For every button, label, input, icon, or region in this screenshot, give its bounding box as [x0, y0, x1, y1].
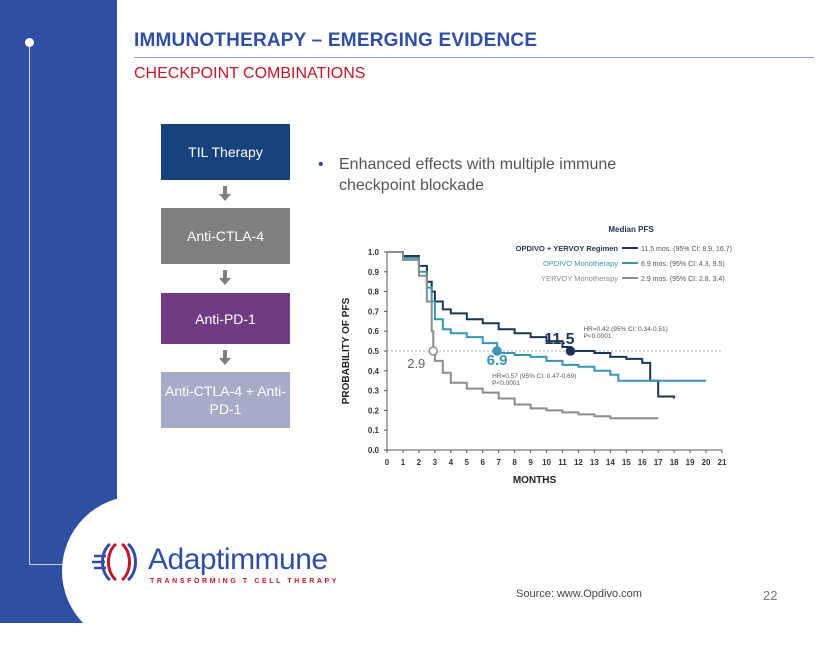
sidebar-horizontal-line [29, 564, 89, 565]
legend-title: Median PFS [608, 225, 654, 234]
x-tick-label: 3 [433, 458, 438, 467]
y-tick-label: 0.2 [368, 406, 380, 415]
y-tick-label: 0.6 [368, 327, 380, 336]
chart-annotation: HR=0.42 (95% CI: 0.34-0.51) [583, 326, 667, 333]
y-tick-label: 0.1 [368, 426, 380, 435]
chart-axes: 0.00.10.20.30.40.50.60.70.80.91.00 1 2 3 4 5 6… [341, 248, 727, 486]
median-marker-2 [492, 346, 502, 356]
logo-wordmark: Adaptimmune [148, 543, 328, 576]
bullet-dot-icon: • [318, 156, 324, 173]
flow-step-anti-ctla4: Anti-CTLA-4 [161, 208, 290, 264]
chart-annotation: P<0.0001 [583, 333, 611, 340]
sidebar-vertical-line [29, 42, 30, 564]
x-tick-label: 7 [496, 458, 501, 467]
page-number: 22 [763, 588, 778, 603]
logo-backdrop [62, 496, 212, 646]
legend-value: 2.9 mos. (95% CI: 2.8, 3.4) [641, 276, 725, 283]
y-tick-label: 0.8 [368, 288, 380, 297]
pfs-chart: Median PFS OPDIVO + YERVOY Regimen 11.5 mo… [341, 225, 732, 486]
y-axis-label: PROBABILITY OF PFS [341, 297, 352, 404]
sidebar-dot [25, 38, 34, 47]
y-tick-label: 0.3 [368, 387, 380, 396]
x-tick-label: 2 [417, 458, 422, 467]
median-marker-3 [428, 346, 439, 356]
x-tick-label: 12 [574, 458, 583, 467]
median-marker-1 [565, 346, 576, 356]
x-tick-label: 19 [686, 458, 695, 467]
y-tick-label: 0.5 [368, 347, 380, 356]
x-tick-label: 11 [558, 458, 567, 467]
x-tick-label: 6 [480, 458, 485, 467]
x-tick-label: 15 [622, 458, 631, 467]
legend-series-name: OPDIVO Monotherapy [543, 259, 618, 268]
legend-series-name: YERVOY Monotherapy [541, 274, 618, 283]
y-tick-label: 0.4 [368, 367, 380, 376]
x-tick-label: 13 [590, 458, 599, 467]
legend-value: 11.5 mos. (95% CI: 8.9, 16.7) [641, 246, 732, 253]
x-tick-label: 1 [401, 458, 406, 467]
legend-series-name: OPDIVO + YERVOY Regimen [516, 244, 619, 253]
x-tick-label: 20 [702, 458, 711, 467]
chart-series [387, 251, 706, 420]
flow-step-anti-pd1: Anti-PD-1 [161, 293, 290, 344]
slide-title: IMMUNOTHERAPY – EMERGING EVIDENCE [134, 30, 538, 51]
x-axis-label: MONTHS [513, 475, 557, 486]
x-tick-label: 17 [654, 458, 663, 467]
x-tick-label: 18 [670, 458, 679, 467]
x-tick-label: 16 [638, 458, 647, 467]
y-tick-label: 0.7 [368, 307, 380, 316]
y-tick-label: 1.0 [368, 248, 380, 257]
x-tick-label: 9 [528, 458, 533, 467]
chart-annotation: 2.9 [407, 356, 425, 371]
chart-annotation: HR=0.57 (95% CI: 0.47-0.69) [492, 373, 576, 380]
x-tick-label: 10 [542, 458, 551, 467]
bullet-item: • Enhanced effects with multiple immune … [318, 154, 678, 196]
x-tick-label: 4 [449, 458, 454, 467]
series-line-3 [387, 251, 659, 420]
logo-tagline: TRANSFORMING T CELL THERAPY [150, 578, 340, 585]
slide-subtitle: CHECKPOINT COMBINATIONS [134, 65, 366, 82]
bullet-text: Enhanced effects with multiple immune ch… [339, 156, 617, 194]
source-note: Source: www.Opdivo.com [516, 588, 642, 600]
chart-legend: Median PFS OPDIVO + YERVOY Regimen 11.5 mo… [516, 225, 732, 283]
flow-step-til-therapy: TIL Therapy [161, 124, 290, 180]
x-tick-label: 0 [385, 458, 390, 467]
x-tick-label: 8 [512, 458, 517, 467]
legend-value: 6.9 mos. (95% CI: 4.3, 9.5) [641, 261, 725, 268]
down-arrow-icon [219, 270, 231, 285]
x-tick-label: 14 [606, 458, 615, 467]
flow-step-combination: Anti-CTLA-4 + Anti-PD-1 [161, 372, 290, 428]
chart-annotation: 6.9 [487, 352, 508, 369]
down-arrow-icon [219, 186, 231, 201]
adaptimmune-logo-icon [92, 542, 137, 582]
x-tick-label: 5 [465, 458, 470, 467]
down-arrow-icon [219, 350, 231, 365]
title-divider [134, 57, 814, 58]
y-tick-label: 0.9 [368, 268, 380, 277]
chart-annotation: P<0.0001 [492, 380, 520, 387]
chart-annotation: 11.5 [544, 331, 574, 348]
chart-annotations: 11.5HR=0.42 (95% CI: 0.34-0.51)P<0.00016… [407, 326, 668, 387]
x-tick-label: 21 [718, 458, 727, 467]
y-tick-label: 0.0 [368, 446, 380, 455]
